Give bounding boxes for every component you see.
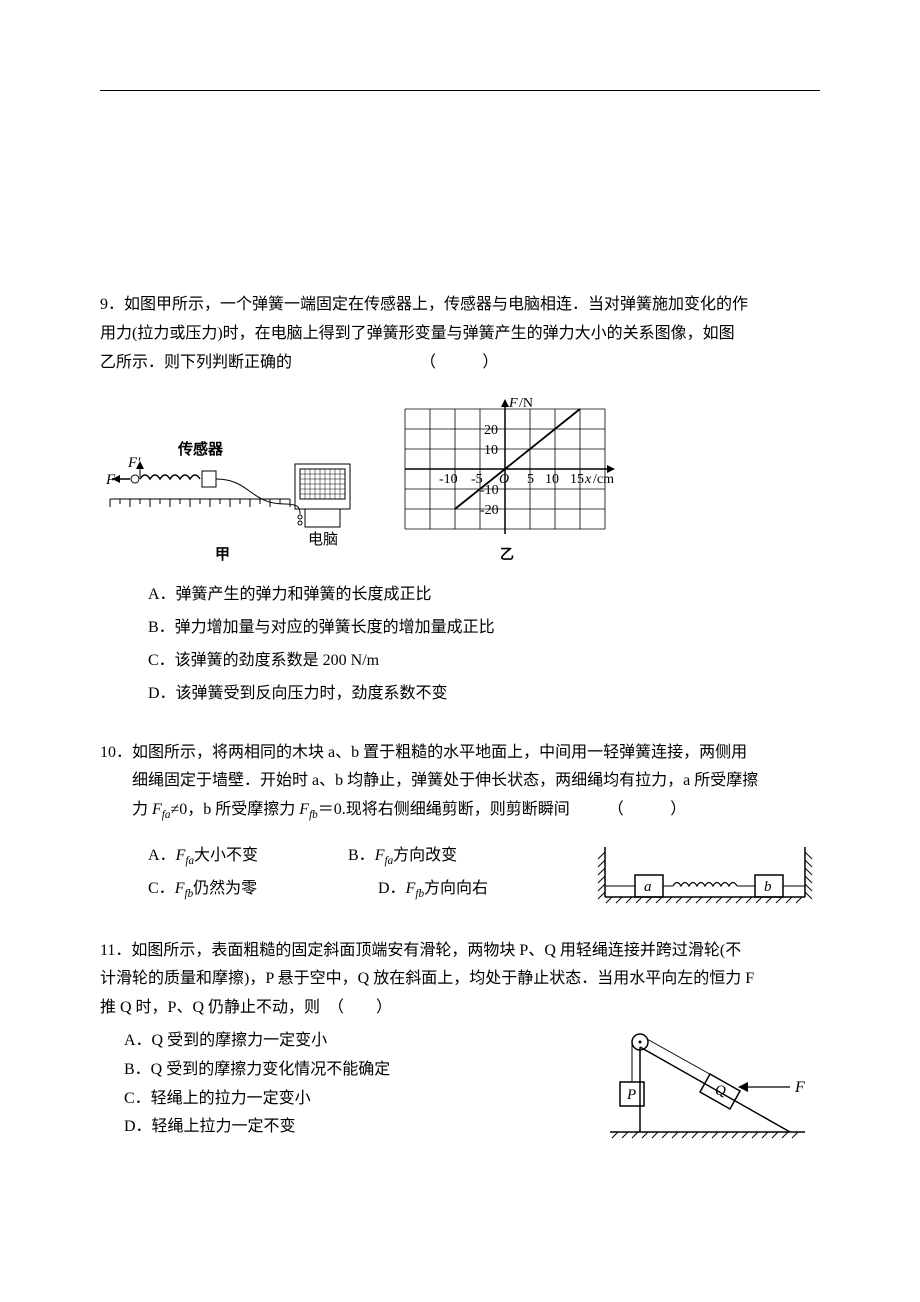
q11-figure: P Q F (580, 1027, 820, 1147)
q9-figure: F F′ 传感器 (100, 389, 820, 569)
svg-text:F: F (794, 1079, 805, 1096)
q9-stem-2: 用力(拉力或压力)时，在电脑上得到了弹簧形变量与弹簧产生的弹力大小的关系图像，如… (100, 325, 735, 342)
svg-text:-20: -20 (480, 503, 499, 518)
svg-text:15: 15 (570, 472, 584, 487)
svg-text:10: 10 (484, 443, 498, 458)
q9-stem-1: 如图甲所示，一个弹簧一端固定在传感器上，传感器与电脑相连．当对弹簧施加变化的作 (124, 296, 748, 313)
svg-text:a: a (644, 879, 652, 895)
svg-text:b: b (764, 879, 772, 895)
q10-opt-A: A．Ffa大小不变 (148, 842, 348, 871)
q9-label-jia: 甲 (215, 546, 230, 563)
q10-number: 10． (100, 744, 132, 761)
q11-stem-1: 如图所示，表面粗糙的固定斜面顶端安有滑轮，两物块 P、Q 用轻绳连接并跨过滑轮(… (131, 942, 741, 959)
svg-text:x: x (584, 472, 592, 487)
svg-text:20: 20 (484, 423, 498, 438)
svg-text:O: O (499, 472, 509, 487)
q11-stem-3: 推 Q 时，P、Q 仍静止不动，则 （ ） (100, 999, 392, 1016)
q9-paren: （ ） (420, 354, 503, 371)
q11-opt-C: C．轻绳上的拉力一定变小 (124, 1085, 560, 1114)
q9-opt-B: B．弹力增加量与对应的弹簧长度的增加量成正比 (148, 614, 820, 643)
q10-stem-1: 如图所示，将两相同的木块 a、b 置于粗糙的水平地面上，中间用一轻弹簧连接，两侧… (132, 744, 747, 761)
q9-opt-A: A．弹簧产生的弹力和弹簧的长度成正比 (148, 581, 820, 610)
q11-opt-A: A．Q 受到的摩擦力一定变小 (124, 1027, 560, 1056)
svg-text:Q: Q (715, 1083, 726, 1099)
q10-stem-3c: ＝0.现将右侧细绳剪断，则剪断瞬间 (318, 801, 570, 818)
q10-paren: （ ） (608, 801, 691, 818)
q10-opt-D: D．Ffb方向向右 (348, 875, 488, 904)
q10-stem-3a: 力 (132, 801, 152, 818)
q9-label-yi: 乙 (500, 547, 514, 563)
q11-opt-D: D．轻绳上拉力一定不变 (124, 1113, 560, 1142)
q10-figure: a b (590, 842, 820, 907)
question-10: 10．如图所示，将两相同的木块 a、b 置于粗糙的水平地面上，中间用一轻弹簧连接… (100, 739, 820, 907)
svg-text:F: F (508, 396, 518, 411)
q11-opt-B: B．Q 受到的摩擦力变化情况不能确定 (124, 1056, 560, 1085)
q11-stem-2: 计滑轮的质量和摩擦)，P 悬于空中，Q 放在斜面上，均处于静止状态．当用水平向左… (100, 970, 754, 987)
q9-options: A．弹簧产生的弹力和弹簧的长度成正比 B．弹力增加量与对应的弹簧长度的增加量成正… (100, 581, 820, 708)
svg-text:/N: /N (519, 396, 533, 411)
question-11: 11．如图所示，表面粗糙的固定斜面顶端安有滑轮，两物块 P、Q 用轻绳连接并跨过… (100, 937, 820, 1147)
top-rule (100, 90, 820, 91)
question-9: 9．如图甲所示，一个弹簧一端固定在传感器上，传感器与电脑相连．当对弹簧施加变化的… (100, 291, 820, 709)
q9-number: 9． (100, 296, 124, 313)
q10-stem-2: 细绳固定于墙壁．开始时 a、b 均静止，弹簧处于伸长状态，两细绳均有拉力，a 所… (132, 772, 758, 789)
q9-label-F: F (105, 472, 116, 488)
q9-label-computer: 电脑 (308, 531, 338, 548)
q11-number: 11． (100, 942, 131, 959)
svg-text:-10: -10 (439, 472, 458, 487)
svg-text:P: P (626, 1087, 636, 1103)
svg-text:10: 10 (545, 472, 559, 487)
q10-opt-B: B．Ffa方向改变 (348, 842, 457, 871)
svg-text:5: 5 (527, 472, 534, 487)
q9-stem-3: 乙所示．则下列判断正确的 (100, 354, 292, 371)
q9-opt-C: C．该弹簧的劲度系数是 200 N/m (148, 647, 820, 676)
q9-opt-D: D．该弹簧受到反向压力时，劲度系数不变 (148, 680, 820, 709)
svg-text:-10: -10 (480, 483, 499, 498)
svg-text:/cm: /cm (593, 472, 614, 487)
q9-label-sensor: 传感器 (177, 440, 224, 458)
q10-opt-C: C．Ffb仍然为零 (148, 875, 348, 904)
q10-stem-3b: ≠0，b 所受摩擦力 (171, 801, 300, 818)
